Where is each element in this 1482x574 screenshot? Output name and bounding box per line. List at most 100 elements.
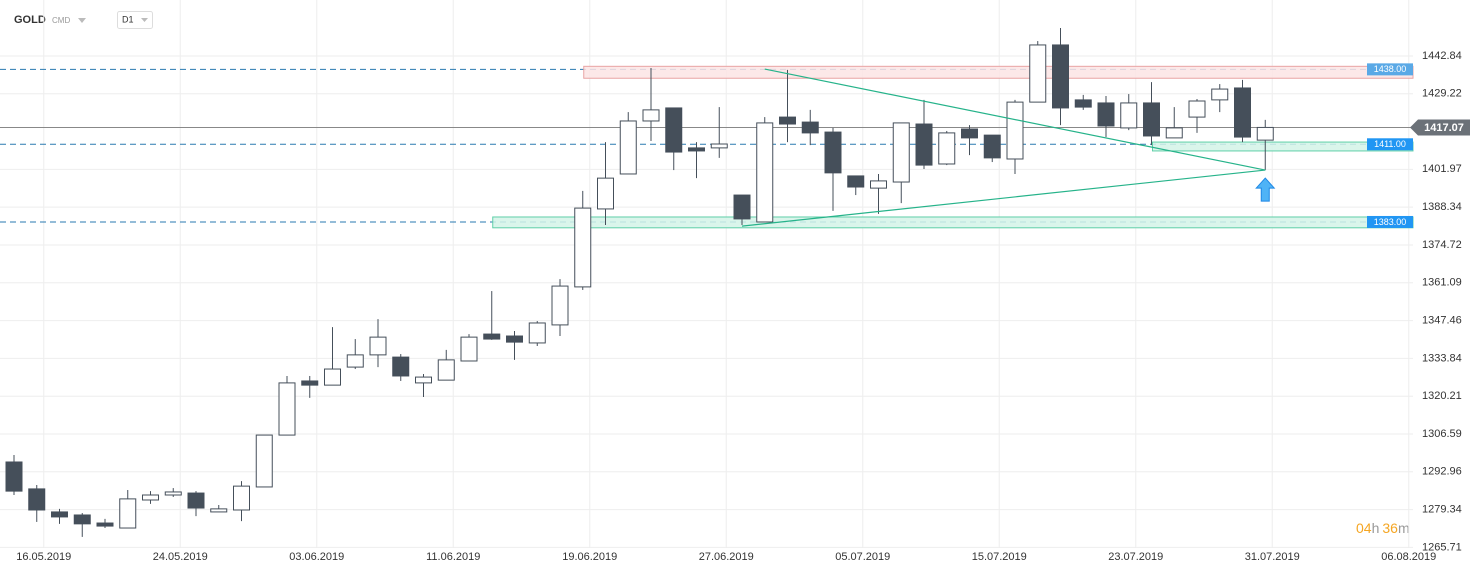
symbol: GOLD bbox=[14, 14, 46, 26]
candle-body bbox=[619, 120, 637, 175]
candle-body bbox=[1256, 126, 1274, 141]
y-tick-label: 1361.09 bbox=[1422, 277, 1462, 289]
dropdown-caret[interactable] bbox=[78, 18, 86, 23]
countdown-hours-unit: h bbox=[1372, 520, 1380, 536]
market[interactable]: CMD bbox=[52, 16, 70, 25]
candle-body bbox=[1211, 88, 1229, 101]
y-tick-label: 1347.46 bbox=[1422, 314, 1462, 326]
candle-body bbox=[1165, 127, 1183, 139]
candle-body bbox=[460, 336, 478, 362]
y-tick-label: 1306.59 bbox=[1422, 428, 1462, 440]
candle-body bbox=[665, 107, 683, 153]
level-tag-label: 1411.00 bbox=[1374, 139, 1406, 149]
candle-body bbox=[210, 508, 228, 513]
candle-body bbox=[255, 434, 273, 488]
x-tick-label: 16.05.2019 bbox=[16, 551, 71, 563]
x-tick-label: 31.07.2019 bbox=[1245, 551, 1300, 563]
candle-body bbox=[1052, 44, 1069, 109]
x-tick-label: 06.08.2019 bbox=[1381, 551, 1436, 563]
candle-body bbox=[574, 207, 592, 288]
candle-body bbox=[961, 128, 978, 139]
candle-body bbox=[1097, 102, 1115, 127]
candle-body bbox=[938, 132, 956, 165]
candle-body bbox=[892, 122, 910, 183]
trendline bbox=[741, 169, 1266, 227]
y-tick-label: 1279.34 bbox=[1422, 504, 1462, 516]
candle-body bbox=[415, 376, 432, 384]
candle-body bbox=[733, 194, 751, 220]
interval-box[interactable] bbox=[117, 11, 153, 29]
candle-body bbox=[28, 488, 46, 511]
level-zone bbox=[492, 216, 1414, 229]
level-tag-label: 1438.00 bbox=[1374, 64, 1407, 74]
y-tick-label: 1374.72 bbox=[1422, 239, 1462, 251]
candle-body bbox=[870, 180, 887, 189]
candle-body bbox=[983, 134, 1001, 159]
candle-body bbox=[96, 522, 114, 527]
x-tick-label: 23.07.2019 bbox=[1108, 551, 1163, 563]
x-tick-label: 15.07.2019 bbox=[972, 551, 1027, 563]
countdown: 04h 36m bbox=[1356, 520, 1410, 536]
y-tick-label: 1320.21 bbox=[1422, 390, 1462, 402]
x-tick-label: 19.06.2019 bbox=[562, 551, 617, 563]
interval[interactable]: D1 bbox=[122, 14, 134, 24]
plot bbox=[0, 0, 1414, 548]
candle-body bbox=[551, 285, 569, 326]
candle-body bbox=[233, 485, 250, 511]
candle-body bbox=[779, 116, 796, 125]
candle-body bbox=[915, 123, 933, 166]
level-tag-label: 1383.00 bbox=[1374, 217, 1407, 227]
level-tag bbox=[1367, 63, 1413, 76]
interval-caret[interactable] bbox=[141, 18, 148, 22]
x-tick-label: 11.06.2019 bbox=[426, 551, 480, 563]
y-tick-label: 1388.34 bbox=[1422, 201, 1462, 213]
y-tick-label: 1265.71 bbox=[1422, 541, 1462, 553]
y-tick-label: 1442.84 bbox=[1422, 50, 1462, 62]
y-tick-label: 1429.22 bbox=[1422, 88, 1462, 100]
candle-body bbox=[847, 175, 865, 188]
candle-body bbox=[437, 359, 455, 381]
candle-body bbox=[506, 335, 523, 343]
y-tick-label: 1292.96 bbox=[1422, 466, 1462, 478]
candle-body bbox=[301, 380, 319, 386]
candle-body bbox=[73, 514, 91, 525]
candle-body bbox=[528, 322, 546, 344]
y-tick-label: 1401.97 bbox=[1422, 163, 1462, 175]
candle-body bbox=[1006, 101, 1024, 160]
last-price-tag bbox=[1410, 119, 1470, 136]
candle-body bbox=[369, 336, 387, 356]
candle-body bbox=[187, 492, 205, 509]
candle-body bbox=[1234, 87, 1251, 138]
candle-body bbox=[278, 382, 296, 436]
trendline bbox=[764, 68, 1266, 171]
candle-body bbox=[324, 368, 341, 386]
level-zone bbox=[583, 65, 1414, 79]
x-tick-label: 24.05.2019 bbox=[153, 551, 208, 563]
level-tag bbox=[1367, 138, 1413, 151]
candle-body bbox=[597, 177, 614, 210]
candle-body bbox=[1188, 100, 1206, 118]
candle-body bbox=[1029, 44, 1047, 103]
candle-body bbox=[483, 333, 501, 340]
candle-body bbox=[392, 356, 410, 377]
countdown-hours: 04 bbox=[1356, 520, 1372, 536]
header: GOLD CMD D1 bbox=[14, 11, 153, 29]
candle-body bbox=[1143, 102, 1160, 137]
countdown-minutes: 36 bbox=[1382, 520, 1398, 536]
candle-body bbox=[1120, 102, 1138, 129]
candle-body bbox=[801, 121, 819, 134]
candle-body bbox=[688, 147, 705, 152]
candle-body bbox=[346, 354, 364, 368]
signal-arrow bbox=[1255, 177, 1276, 202]
x-tick-label: 05.07.2019 bbox=[835, 551, 890, 563]
x-tick-label: 03.06.2019 bbox=[289, 551, 344, 563]
countdown-minutes-unit: m bbox=[1398, 520, 1410, 536]
level-tag bbox=[1367, 215, 1413, 228]
candle-body bbox=[824, 131, 842, 174]
candle-body bbox=[51, 511, 68, 518]
candle-body bbox=[756, 122, 774, 223]
candle-body bbox=[5, 461, 23, 492]
candle-body bbox=[710, 143, 728, 149]
